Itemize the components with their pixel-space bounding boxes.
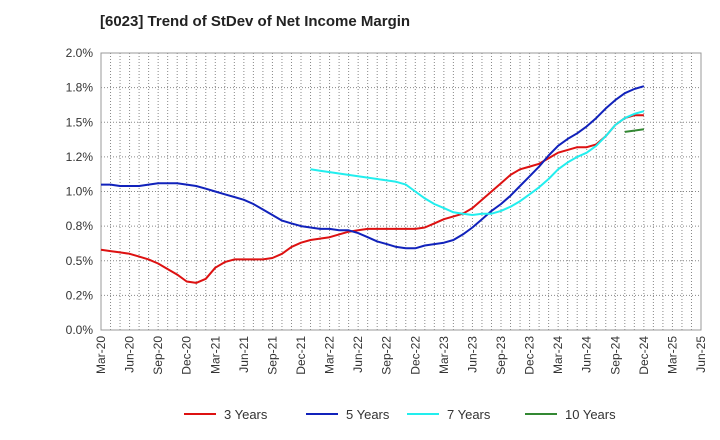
x-tick-label: Jun-21 xyxy=(237,336,251,373)
x-tick-label: Sep-22 xyxy=(380,336,394,375)
x-tick-label: Sep-23 xyxy=(494,336,508,375)
y-tick-label: 1.8% xyxy=(66,81,94,95)
x-tick-label: Sep-24 xyxy=(608,336,622,375)
x-tick-label: Dec-24 xyxy=(637,336,651,375)
x-tick-label: Jun-24 xyxy=(580,336,594,373)
x-tick-label: Mar-24 xyxy=(551,336,565,374)
y-tick-label: 1.5% xyxy=(66,115,94,129)
y-tick-label: 0.0% xyxy=(66,323,94,337)
x-tick-label: Jun-22 xyxy=(351,336,365,373)
x-tick-label: Sep-21 xyxy=(265,336,279,375)
x-tick-label: Dec-20 xyxy=(180,336,194,375)
x-tick-label: Dec-22 xyxy=(408,336,422,375)
plot-area xyxy=(100,52,702,331)
series-line-10-years xyxy=(624,128,645,133)
x-tick-label: Sep-20 xyxy=(151,336,165,375)
series-lines xyxy=(100,85,645,284)
x-tick-label: Mar-22 xyxy=(323,336,337,374)
x-tick-label: Jun-25 xyxy=(694,336,708,373)
legend-label: 7 Years xyxy=(447,407,491,422)
x-tick-label: Dec-23 xyxy=(523,336,537,375)
series-line-5-years xyxy=(101,85,645,250)
series-line-7-years xyxy=(310,110,645,216)
y-tick-label: 2.0% xyxy=(66,46,94,60)
series-line-3-years xyxy=(100,114,644,284)
y-tick-label: 0.2% xyxy=(66,288,94,302)
y-axis: 0.0% 0.2% 0.5% 0.8% 1.0% 1.2% 1.5% 1.8% 2.0% xyxy=(66,46,94,337)
x-tick-label: Dec-21 xyxy=(294,336,308,375)
y-tick-label: 1.2% xyxy=(66,150,94,164)
y-tick-label: 1.0% xyxy=(66,185,94,199)
chart-title: [6023] Trend of StDev of Net Income Marg… xyxy=(100,13,411,30)
legend-label: 5 Years xyxy=(346,407,390,422)
x-tick-label: Jun-23 xyxy=(465,336,479,373)
grid-lines xyxy=(100,52,702,331)
legend-label: 10 Years xyxy=(565,407,616,422)
x-tick-label: Mar-21 xyxy=(208,336,222,374)
legend-label: 3 Years xyxy=(224,407,268,422)
x-tick-label: Jun-20 xyxy=(123,336,137,373)
x-tick-label: Mar-23 xyxy=(437,336,451,374)
y-tick-label: 0.8% xyxy=(66,219,94,233)
x-tick-label: Mar-25 xyxy=(665,336,679,374)
legend: 3 Years 5 Years 7 Years 10 Years xyxy=(184,407,616,422)
x-axis: Mar-20 Jun-20 Sep-20 Dec-20 Mar-21 Jun-21 Sep-… xyxy=(94,336,708,375)
x-tick-label: Mar-20 xyxy=(94,336,108,374)
y-tick-label: 0.5% xyxy=(66,254,94,268)
